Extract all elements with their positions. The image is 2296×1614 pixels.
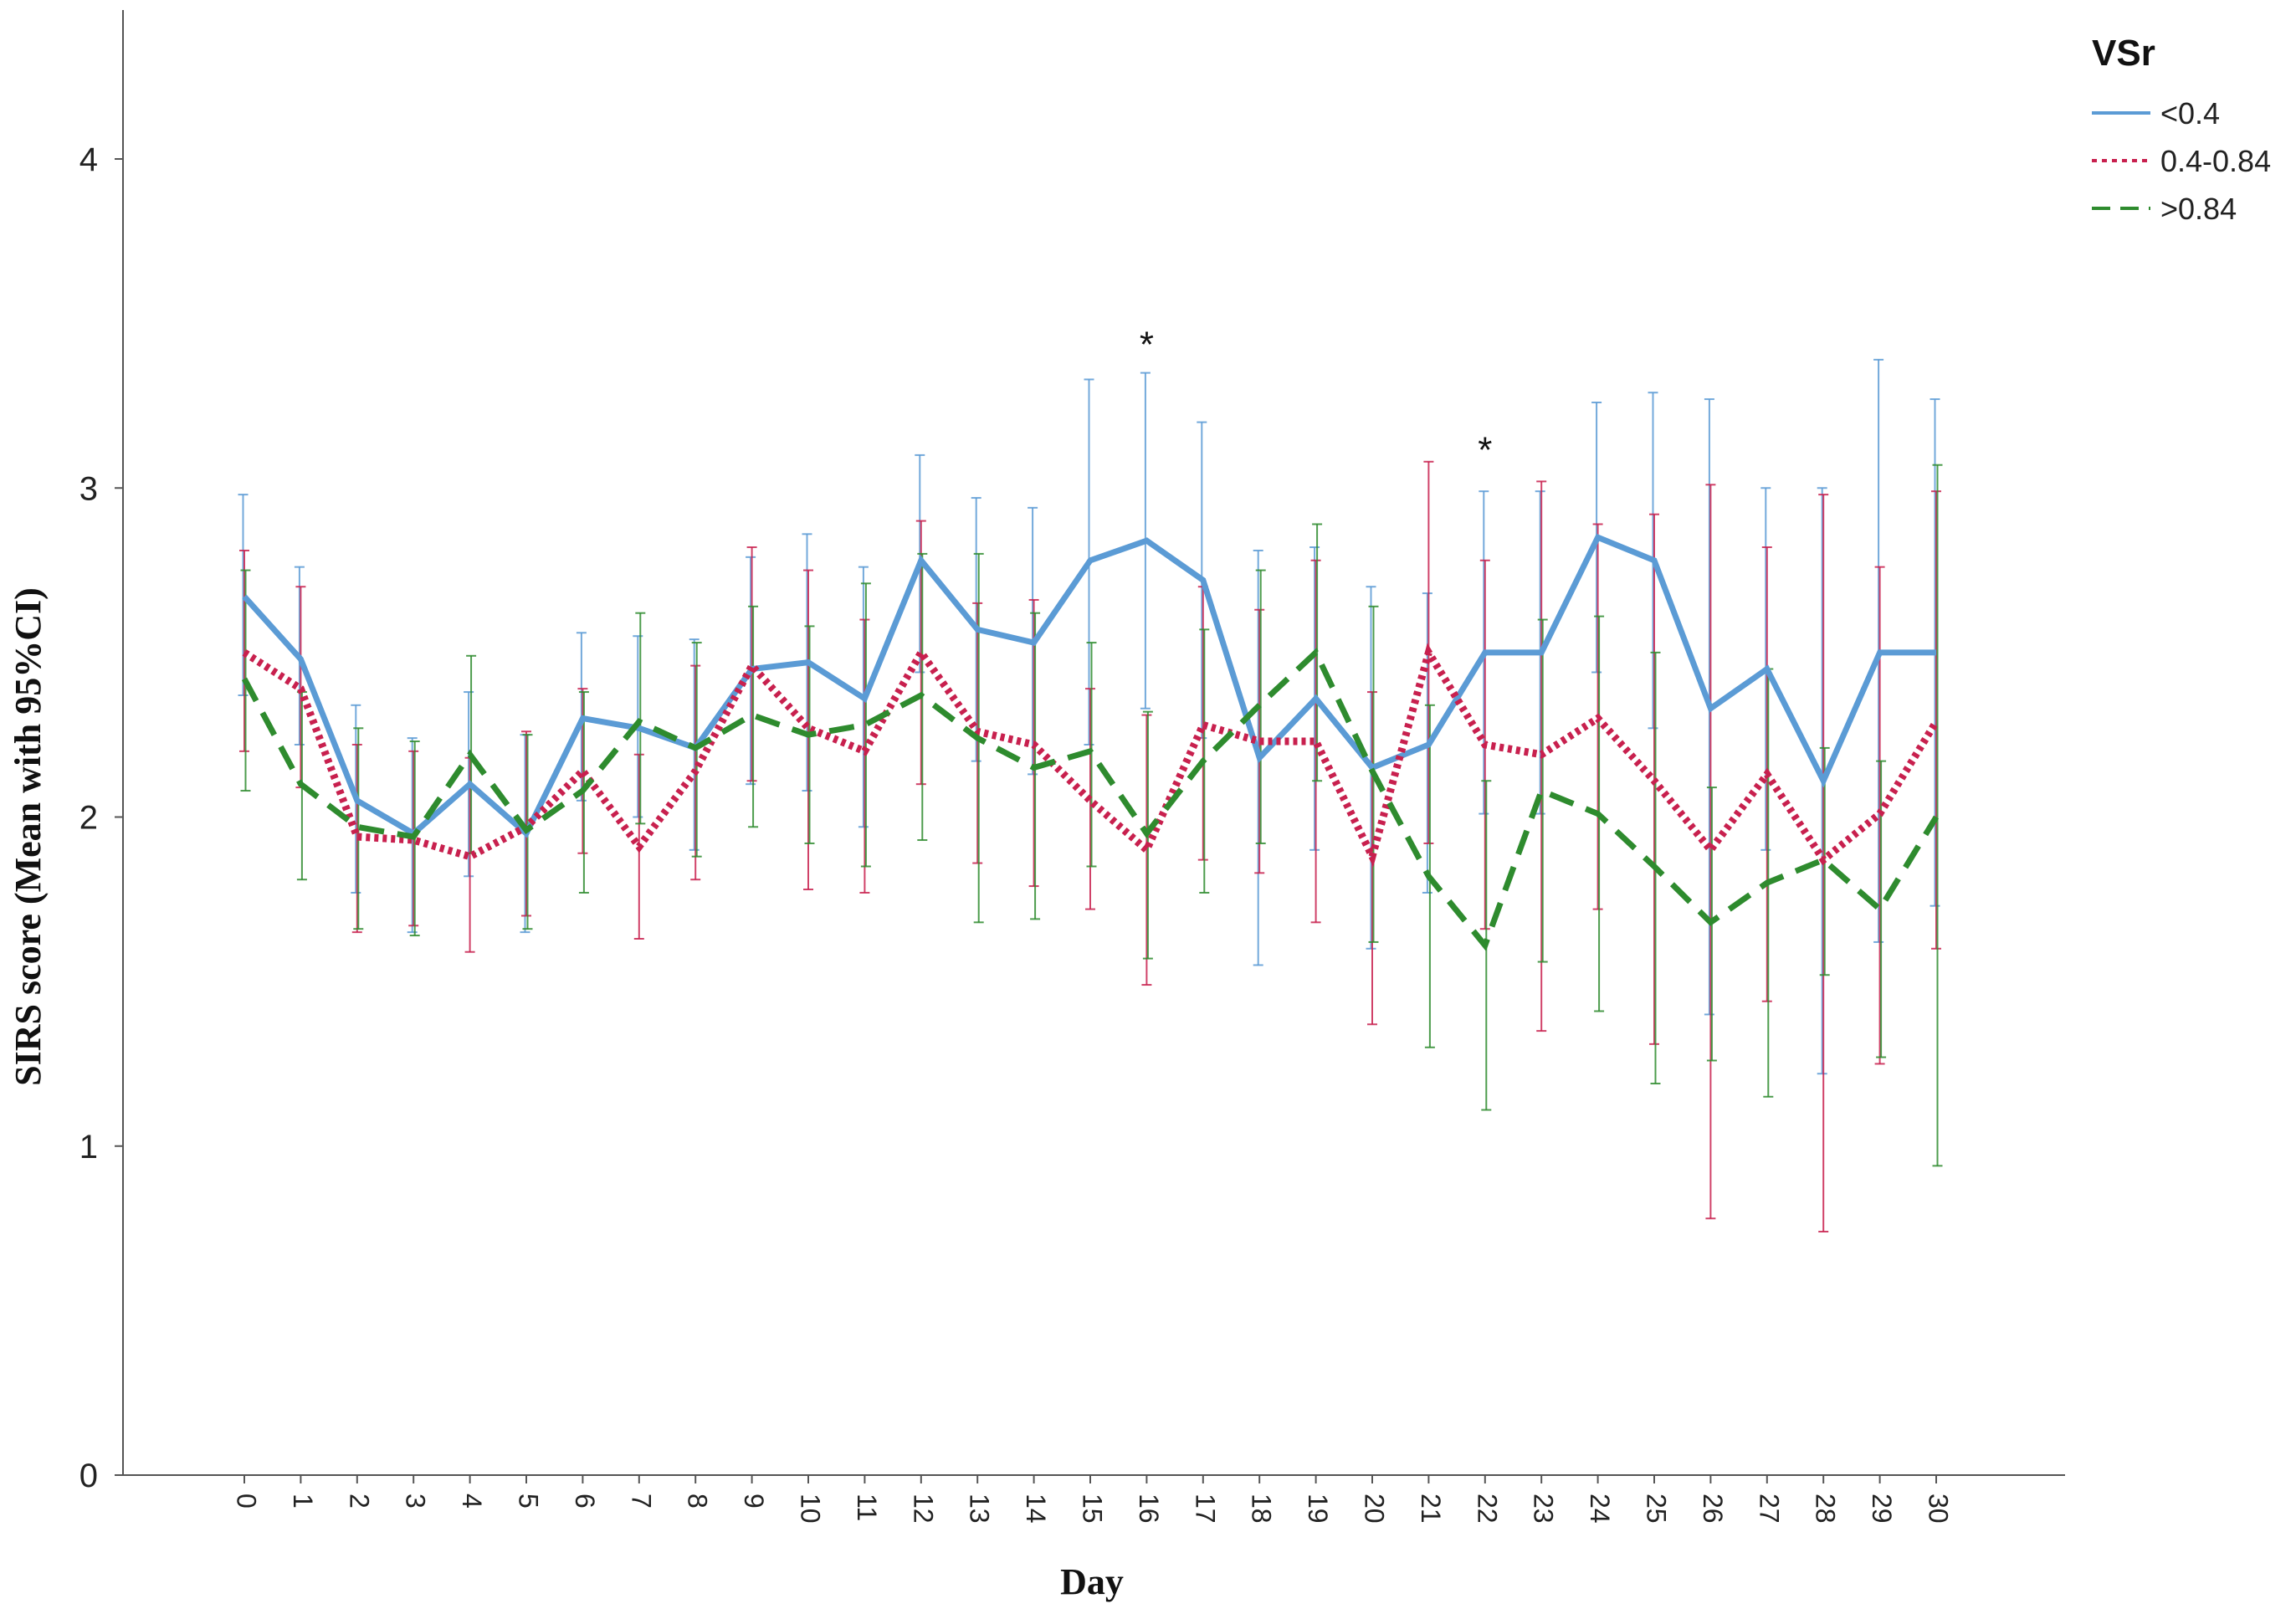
x-tick-label: 27 — [1754, 1494, 1784, 1524]
y-tick-label: 2 — [79, 800, 98, 837]
x-tick-label: 24 — [1585, 1494, 1615, 1524]
error-bar — [353, 727, 364, 930]
x-tick-label: 29 — [1867, 1494, 1897, 1524]
error-bar — [351, 743, 362, 934]
x-tick-label: 9 — [739, 1494, 769, 1509]
error-bar — [1312, 523, 1323, 782]
x-tick-label: 1 — [288, 1494, 318, 1509]
legend-label: 0.4-0.84 — [2160, 144, 2271, 178]
x-tick-label: 19 — [1303, 1494, 1333, 1524]
x-tick-label: 0 — [232, 1494, 262, 1509]
legend-label: >0.84 — [2160, 192, 2237, 226]
x-tick-label: 26 — [1698, 1494, 1728, 1524]
error-bar — [1141, 714, 1152, 986]
error-bar — [859, 618, 870, 894]
x-tick-label: 10 — [796, 1494, 826, 1524]
error-bar — [1874, 566, 1885, 1065]
error-bar — [635, 612, 646, 825]
error-bar — [1086, 642, 1097, 868]
x-tick-label: 3 — [401, 1494, 431, 1509]
y-ticks: 0 1 2 3 4 — [79, 141, 123, 1494]
series-lines — [241, 533, 1940, 951]
error-bar — [1932, 464, 1943, 1167]
error-bar — [1310, 559, 1321, 924]
x-tick-label: 17 — [1190, 1494, 1220, 1524]
error-bar — [746, 546, 757, 782]
x-tick-label: 6 — [570, 1494, 600, 1509]
x-tick-label: 28 — [1811, 1494, 1841, 1524]
x-tick-label: 8 — [683, 1494, 713, 1509]
y-tick-label: 3 — [79, 470, 98, 507]
x-tick-label: 4 — [457, 1494, 487, 1509]
series-line-2 — [241, 648, 1939, 951]
error-bar — [1931, 490, 1941, 950]
x-tick-label: 30 — [1924, 1494, 1954, 1524]
x-axis-title: Day — [1060, 1561, 1124, 1602]
error-bar — [860, 582, 871, 868]
y-tick-label: 4 — [79, 141, 98, 178]
legend-items: <0.4 0.4-0.84 >0.84 — [2092, 96, 2271, 226]
error-bar — [803, 569, 813, 891]
x-tick-label: 7 — [626, 1494, 656, 1509]
x-tick-label: 18 — [1247, 1494, 1277, 1524]
legend: VSr <0.4 0.4-0.84 >0.84 — [2092, 33, 2271, 226]
error-bar — [748, 605, 759, 828]
significance-marker: * — [1478, 429, 1492, 470]
x-tick-label: 5 — [514, 1494, 544, 1509]
error-bar — [239, 549, 249, 752]
x-tick-label: 21 — [1416, 1494, 1446, 1524]
legend-item: <0.4 — [2092, 96, 2220, 131]
legend-item: 0.4-0.84 — [2092, 144, 2271, 178]
x-tick-label: 23 — [1529, 1494, 1559, 1524]
x-tick-label: 14 — [1021, 1494, 1051, 1524]
error-bar — [1254, 608, 1265, 874]
error-bar — [1537, 618, 1548, 963]
x-tick-label: 15 — [1078, 1494, 1108, 1524]
error-bar — [295, 586, 306, 789]
legend-item: >0.84 — [2092, 192, 2237, 226]
annotations: ** — [1140, 324, 1493, 470]
x-tick-label: 12 — [908, 1494, 938, 1524]
x-tick-label: 2 — [344, 1494, 374, 1509]
y-tick-label: 1 — [79, 1129, 98, 1166]
legend-title: VSr — [2092, 33, 2155, 74]
error-bar — [1705, 484, 1716, 1220]
x-tick-label: 11 — [852, 1494, 882, 1521]
significance-marker: * — [1140, 324, 1154, 365]
x-tick-label: 22 — [1472, 1494, 1502, 1524]
x-tick-label: 16 — [1134, 1494, 1164, 1524]
x-ticks: 0 1 2 3 4 5 6 7 8 9 10 11 12 13 14 15 16 17 18 19 20 21 22 23 24… — [232, 1475, 1954, 1524]
x-tick-label: 20 — [1360, 1494, 1390, 1524]
legend-label: <0.4 — [2160, 96, 2220, 131]
y-axis-title: SIRS score (Mean with 95%CI) — [8, 587, 49, 1086]
y-tick-label: 0 — [79, 1458, 98, 1494]
x-tick-label: 25 — [1642, 1494, 1672, 1524]
error-bar — [521, 730, 531, 917]
x-tick-label: 13 — [965, 1494, 995, 1524]
